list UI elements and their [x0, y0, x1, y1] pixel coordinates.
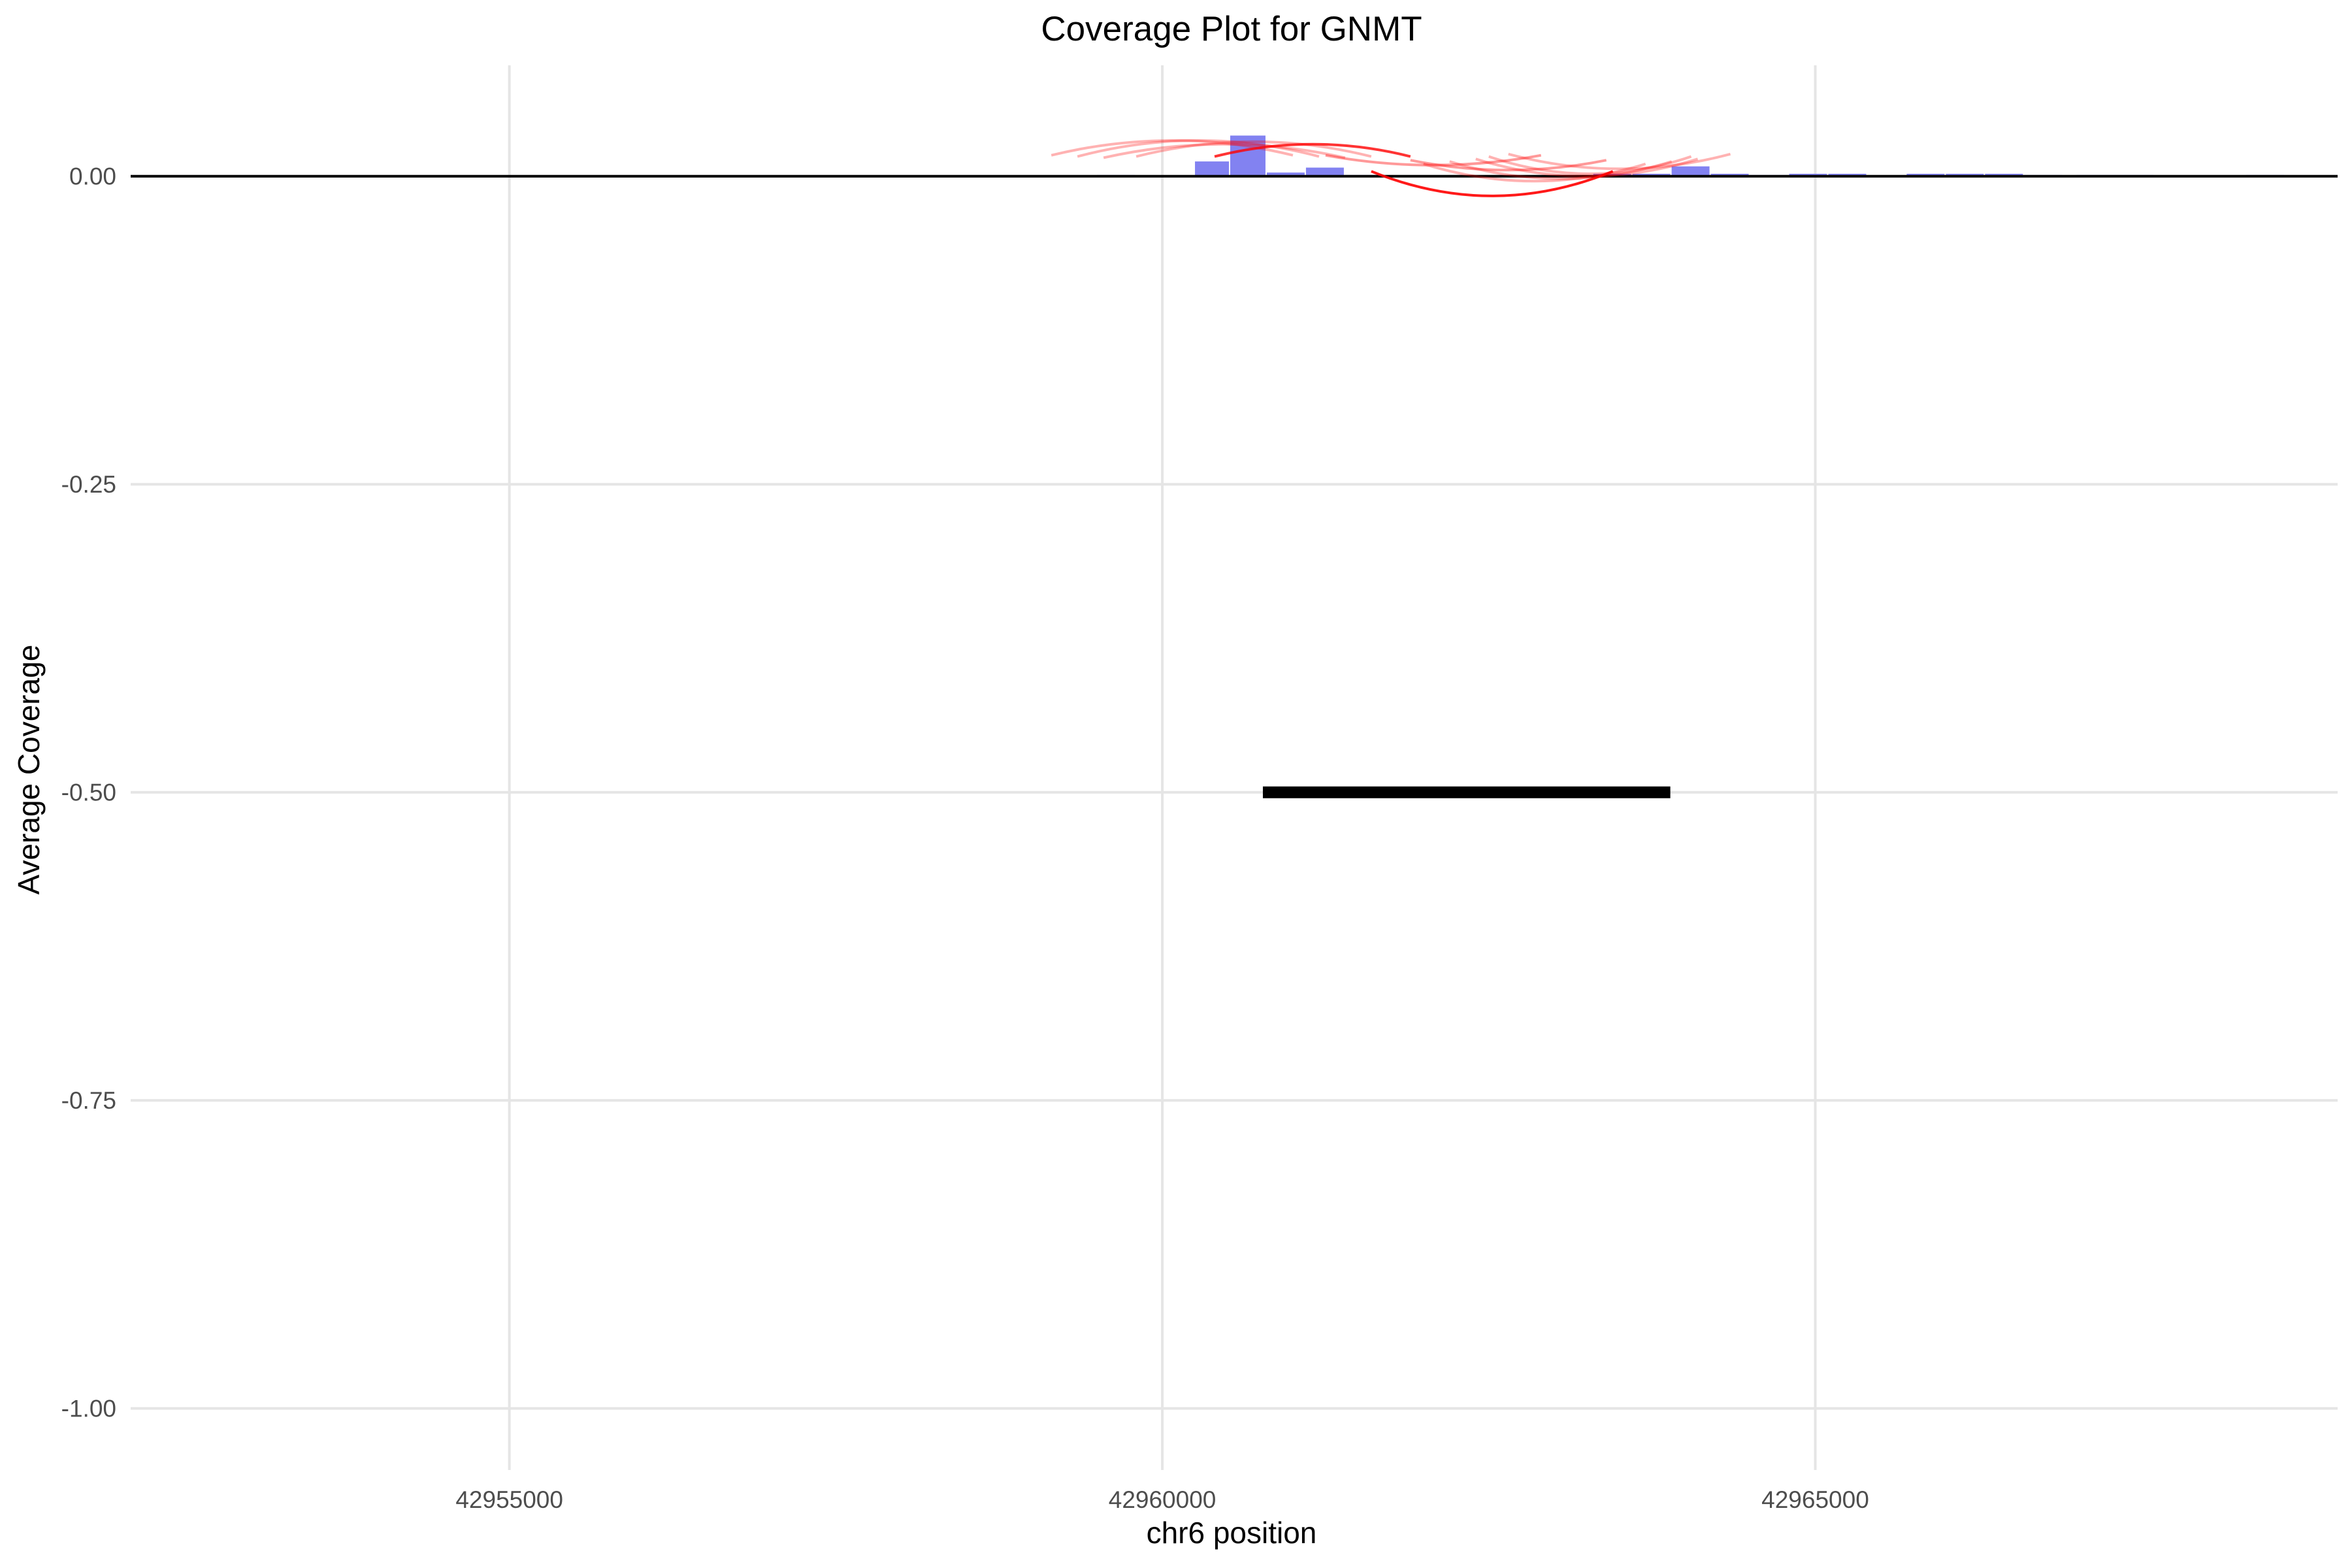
junction-arc — [1449, 160, 1673, 180]
y-tick-label: -1.00 — [61, 1396, 116, 1422]
y-tick-label: -0.50 — [61, 779, 116, 806]
junction-arc — [1135, 140, 1372, 158]
y-axis-label: Average Coverage — [12, 645, 46, 895]
junction-arc — [1410, 159, 1607, 172]
x-tick-label: 42960000 — [1109, 1486, 1217, 1513]
junction-arc — [1371, 170, 1614, 197]
x-tick-label: 42965000 — [1761, 1486, 1869, 1513]
coverage-bar — [1266, 172, 1305, 176]
junction-arc — [1508, 152, 1731, 171]
junction-arc — [1325, 154, 1542, 167]
coverage-bar — [1195, 161, 1230, 176]
junction-arc — [1214, 142, 1411, 158]
grid-lines — [131, 65, 2338, 1470]
coverage-bars — [1097, 135, 2285, 176]
junction-arc — [1488, 155, 1692, 175]
junction-arc — [1475, 157, 1699, 178]
y-tick-label: -0.75 — [61, 1087, 116, 1114]
chart-title: Coverage Plot for GNMT — [1041, 10, 1422, 48]
coverage-bar — [1305, 167, 1344, 176]
coverage-bar — [1230, 135, 1266, 176]
junction-arc — [1423, 162, 1646, 183]
coverage-bar — [1671, 166, 1710, 176]
junction-arcs — [1051, 139, 1731, 197]
x-tick-label: 42955000 — [455, 1486, 563, 1513]
y-tick-label: -0.25 — [61, 471, 116, 498]
junction-arc — [1077, 139, 1320, 158]
y-tick-label: 0.00 — [69, 163, 116, 190]
tick-labels: 0.00 -0.25 -0.50 -0.75 -1.00 42955000 42960000… — [61, 163, 1869, 1513]
junction-arc — [1103, 142, 1346, 159]
x-axis-label: chr6 position — [1147, 1516, 1317, 1550]
